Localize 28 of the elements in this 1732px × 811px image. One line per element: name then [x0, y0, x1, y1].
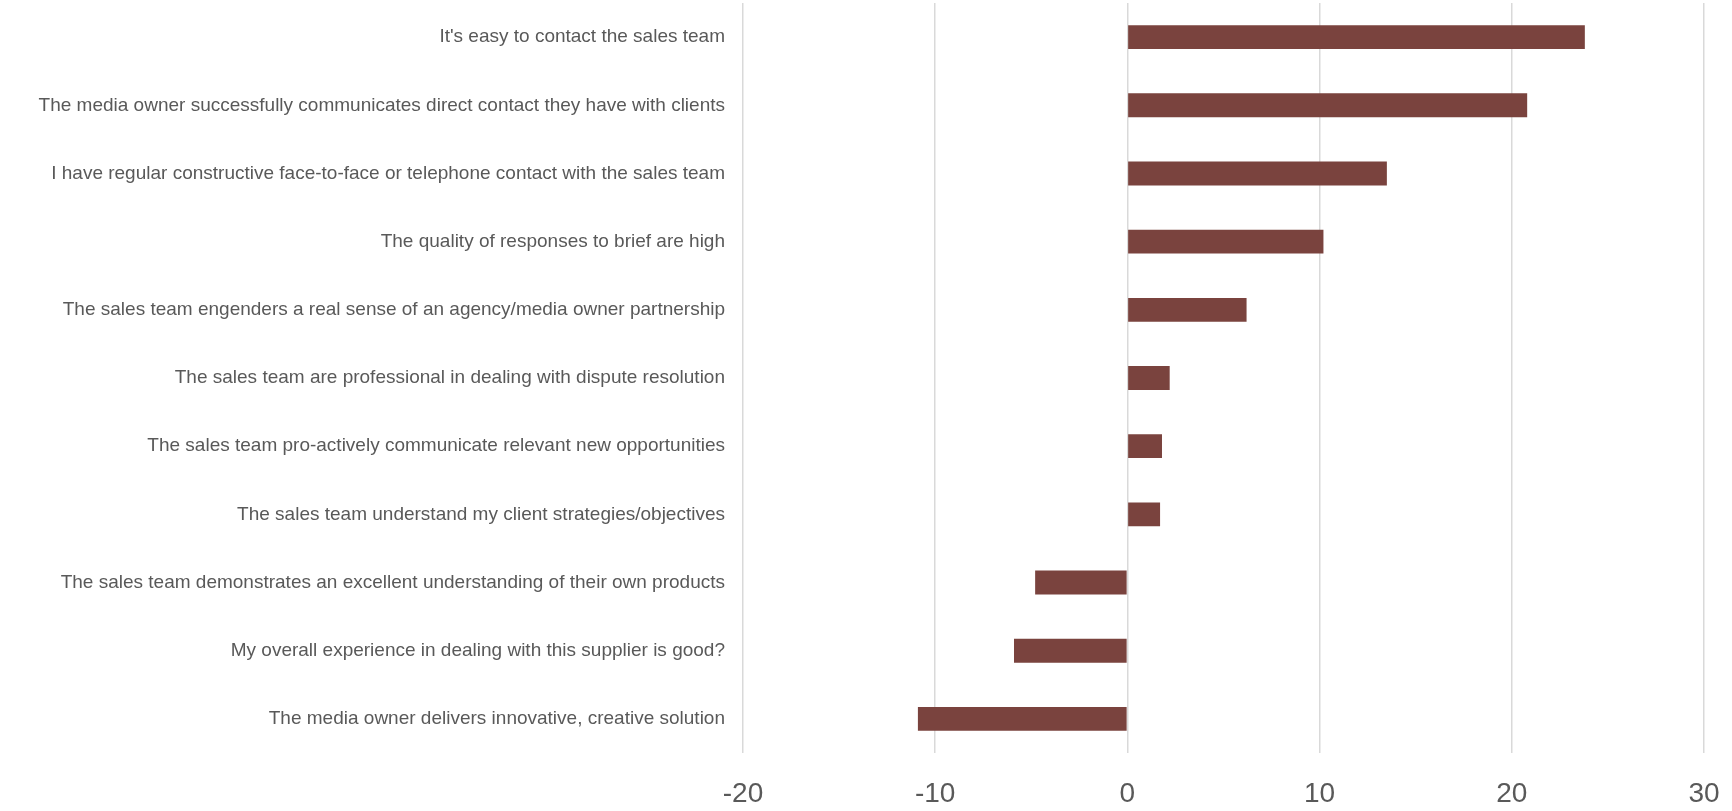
y-tick-label: My overall experience in dealing with this supplier is good? [230, 638, 725, 660]
y-tick-label: The sales team pro-actively communicate relevant new opportunities [147, 434, 725, 456]
x-tick-label: 10 [1304, 776, 1336, 808]
bar [1128, 434, 1162, 459]
bar [1128, 93, 1528, 118]
y-tick-label: The sales team are professional in dealing with dispute resolution [174, 366, 725, 388]
y-tick-label: The media owner successfully communicates direct contact they have with clients [38, 93, 725, 115]
y-tick-label: The media owner delivers innovative, creative solution [268, 707, 725, 729]
bar [1128, 25, 1585, 50]
bar [1128, 502, 1161, 527]
x-tick-label: 30 [1688, 776, 1720, 808]
x-tick-label: -10 [914, 776, 956, 808]
y-tick-label: The sales team engenders a real sense of an agency/media owner partnership [62, 298, 725, 320]
bar [1128, 161, 1387, 186]
bar [917, 706, 1127, 731]
x-tick-label: 20 [1496, 776, 1528, 808]
x-tick-label: 0 [1119, 776, 1136, 808]
y-tick-label: I have regular constructive face-to-face or telephone contact with the sales team [51, 161, 725, 183]
y-tick-label: The sales team understand my client strategies/objectives [237, 502, 725, 524]
bar [1128, 297, 1247, 322]
y-tick-label: It's easy to contact the sales team [439, 25, 725, 47]
bar [1128, 366, 1170, 390]
x-tick-label: -20 [722, 776, 764, 808]
bar [1128, 229, 1324, 254]
y-tick-label: The quality of responses to brief are high [380, 229, 725, 251]
y-tick-label: The sales team demonstrates an excellent understanding of their own products [60, 570, 725, 592]
bar [1035, 570, 1127, 595]
bar [1014, 638, 1127, 663]
